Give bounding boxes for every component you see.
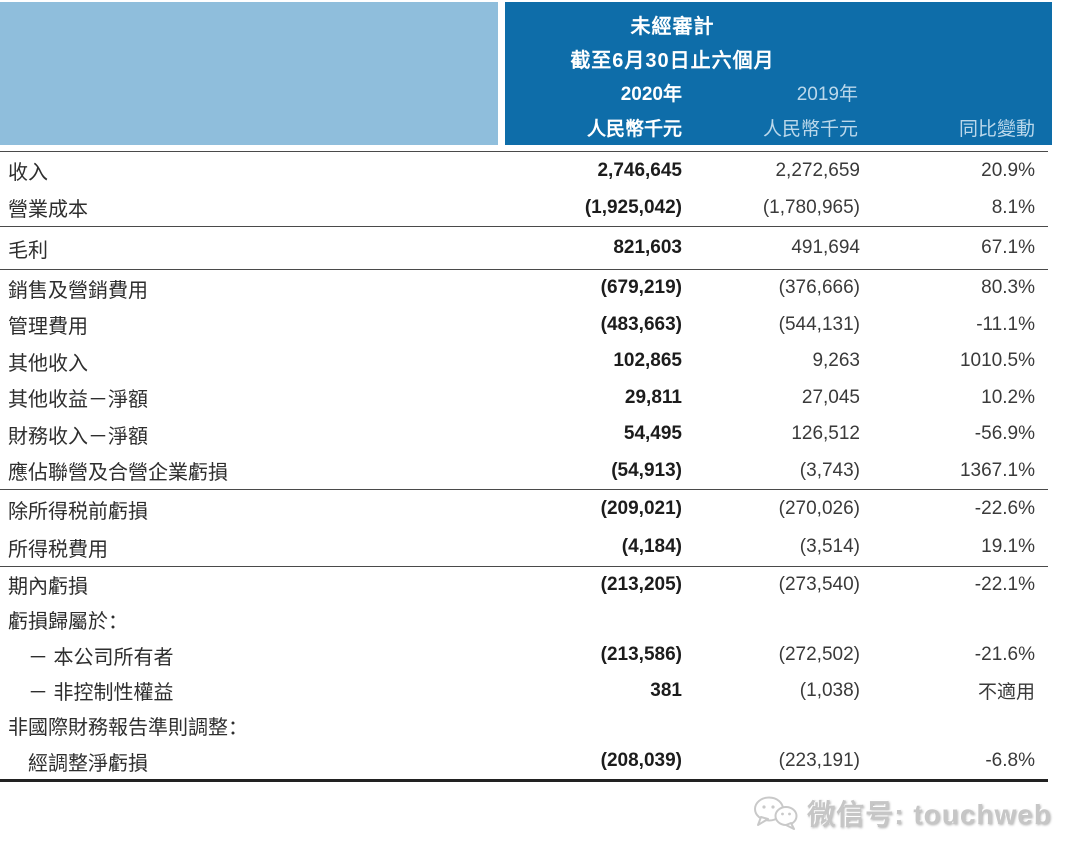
- value-2020: (209,021): [600, 498, 682, 519]
- value-change: 1010.5%: [959, 350, 1035, 372]
- value-2020: (483,663): [600, 313, 682, 335]
- value-2019: (544,131): [778, 313, 860, 335]
- table-row: 除所得税前虧損 (209,021) (270,026) -22.6%: [0, 490, 1048, 528]
- row-label: 銷售及營銷費用: [8, 279, 148, 302]
- value-2020: (54,913): [611, 459, 682, 481]
- financial-table: 收入 2,746,645 2,272,659 20.9% 營業成本 (1,925,042)…: [0, 151, 1048, 782]
- header-dark-block: 未經審計 截至6月30日止六個月 2020年 2019年 人民幣千元 人民幣千元…: [505, 2, 1052, 145]
- value-2020: 29,811: [624, 386, 682, 408]
- row-label: 收入: [8, 162, 48, 184]
- column-header-2019-year: 2019年: [796, 84, 858, 105]
- row-label: 應佔聯營及合營企業虧損: [8, 462, 228, 485]
- column-header-2019-unit: 人民幣千元: [762, 119, 858, 140]
- value-change: -21.6%: [974, 644, 1035, 666]
- value-2019: 9,263: [812, 350, 860, 372]
- value-2020: (4,184): [621, 536, 682, 557]
- value-change: -11.1%: [976, 313, 1035, 335]
- table-row: 營業成本 (1,925,042) (1,780,965) 8.1%: [0, 189, 1048, 226]
- row-label: 非國際財務報告準則調整：: [8, 717, 248, 740]
- value-change: -56.9%: [974, 423, 1035, 445]
- table-row: 虧損歸屬於：: [0, 602, 1048, 637]
- period-label: 截至6月30日止六個月: [570, 50, 775, 72]
- table-row: 管理費用 (483,663) (544,131) -11.1%: [0, 307, 1048, 344]
- row-label: 除所得税前虧損: [8, 500, 148, 523]
- value-2019: (1,780,965): [762, 196, 860, 218]
- watermark: 微信号: touchweb: [753, 793, 1052, 833]
- value-change: -6.8%: [985, 750, 1035, 772]
- table-section: 毛利 821,603 491,694 67.1%: [0, 227, 1048, 270]
- value-2020: 821,603: [613, 237, 682, 258]
- value-2019: (223,191): [778, 750, 860, 772]
- value-2019: 126,512: [791, 423, 860, 445]
- row-label: － 本公司所有者: [28, 646, 174, 669]
- column-header-2020-year: 2020年: [620, 84, 682, 105]
- row-label: － 非控制性權益: [28, 682, 174, 705]
- table-row: － 本公司所有者 (213,586) (272,502) -21.6%: [0, 638, 1048, 673]
- value-2020: (679,219): [600, 277, 682, 299]
- header-light-block: [0, 2, 498, 145]
- table-row: 其他收入 102,865 9,263 1010.5%: [0, 343, 1048, 380]
- wechat-icon: [754, 796, 798, 830]
- value-2019: (3,743): [799, 459, 860, 481]
- value-change: -22.1%: [974, 573, 1035, 595]
- row-label: 毛利: [8, 239, 48, 262]
- value-change: 1367.1%: [959, 459, 1035, 481]
- audit-status: 未經審計: [630, 16, 715, 38]
- row-label: 所得税費用: [8, 538, 108, 561]
- row-label: 其他收入: [8, 352, 88, 375]
- value-2019: 491,694: [791, 237, 860, 258]
- value-change: 80.3%: [981, 277, 1035, 299]
- value-change: 19.1%: [981, 536, 1035, 557]
- value-change: 67.1%: [981, 237, 1035, 258]
- watermark-text: 微信号: touchweb: [807, 799, 1052, 830]
- row-label: 營業成本: [8, 199, 88, 221]
- value-2019: (272,502): [778, 644, 860, 666]
- row-label: 虧損歸屬於：: [8, 611, 128, 634]
- value-change: 8.1%: [991, 196, 1035, 218]
- row-label: 財務收入－淨額: [8, 425, 148, 448]
- row-label: 經調整淨虧損: [28, 752, 148, 775]
- row-label: 期內虧損: [8, 576, 88, 599]
- table-row: 其他收益－淨額 29,811 27,045 10.2%: [0, 380, 1048, 417]
- table-row: 期內虧損 (213,205) (273,540) -22.1%: [0, 567, 1048, 602]
- table-section: 收入 2,746,645 2,272,659 20.9% 營業成本 (1,925,042)…: [0, 151, 1048, 227]
- value-2020: (208,039): [600, 750, 682, 772]
- value-2019: (3,514): [799, 536, 860, 557]
- table-row: 銷售及營銷費用 (679,219) (376,666) 80.3%: [0, 270, 1048, 307]
- table-row: 財務收入－淨額 54,495 126,512 -56.9%: [0, 416, 1048, 453]
- row-label: 管理費用: [8, 316, 88, 339]
- value-2020: 2,746,645: [597, 159, 682, 181]
- value-2020: 102,865: [613, 350, 682, 372]
- table-row: 毛利 821,603 491,694 67.1%: [0, 227, 1048, 269]
- table-section: 期內虧損 (213,205) (273,540) -22.1% 虧損歸屬於： － 本公司所…: [0, 567, 1048, 782]
- value-2019: 2,272,659: [775, 159, 860, 181]
- table-row: 所得税費用 (4,184) (3,514) 19.1%: [0, 528, 1048, 566]
- value-2019: (376,666): [778, 277, 860, 299]
- column-header-change: 同比變動: [958, 119, 1035, 140]
- value-2019: 27,045: [801, 386, 860, 408]
- value-2020: 54,495: [623, 423, 682, 445]
- table-section: 銷售及營銷費用 (679,219) (376,666) 80.3% 管理費用 (483,6…: [0, 270, 1048, 490]
- value-2019: (1,038): [799, 679, 860, 701]
- table-section: 除所得税前虧損 (209,021) (270,026) -22.6% 所得税費用 (4,1…: [0, 490, 1048, 567]
- value-2020: (1,925,042): [584, 196, 682, 218]
- value-change: 10.2%: [981, 386, 1035, 408]
- value-change: 20.9%: [981, 159, 1035, 181]
- row-label: 其他收益－淨額: [8, 389, 148, 412]
- value-2019: (270,026): [778, 498, 860, 519]
- value-2020: (213,205): [600, 573, 682, 595]
- table-row: 應佔聯營及合營企業虧損 (54,913) (3,743) 1367.1%: [0, 453, 1048, 490]
- value-change: 不適用: [977, 682, 1035, 704]
- table-row: － 非控制性權益 381 (1,038) 不適用: [0, 673, 1048, 708]
- value-2019: (273,540): [778, 573, 860, 595]
- value-2020: 381: [650, 679, 682, 701]
- column-header-2020-unit: 人民幣千元: [586, 119, 682, 140]
- table-row: 收入 2,746,645 2,272,659 20.9%: [0, 152, 1048, 189]
- table-row: 非國際財務報告準則調整：: [0, 708, 1048, 743]
- value-2020: (213,586): [600, 644, 682, 666]
- table-row: 經調整淨虧損 (208,039) (223,191) -6.8%: [0, 743, 1048, 778]
- value-change: -22.6%: [974, 498, 1035, 519]
